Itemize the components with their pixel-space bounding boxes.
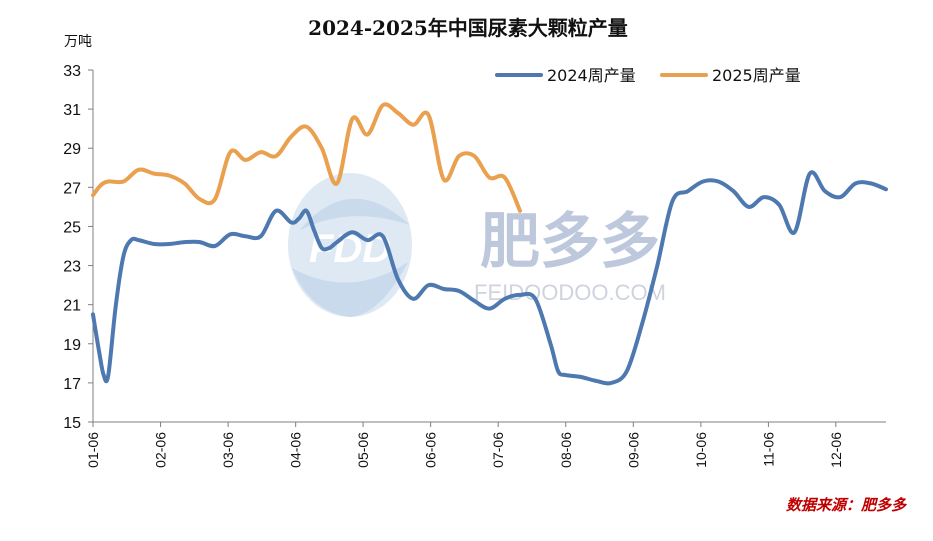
y-tick-label: 31 (63, 102, 81, 119)
y-tick-label: 15 (63, 415, 81, 432)
y-tick-label: 23 (63, 259, 81, 276)
x-tick-label: 03-06 (220, 432, 236, 468)
y-tick-label: 33 (63, 63, 81, 80)
unit-label: 万吨 (64, 34, 92, 50)
data-source: 数据来源：肥多多 (786, 496, 907, 514)
legend: 2024周产量 2025周产量 (495, 66, 801, 85)
y-tick-label: 29 (63, 141, 81, 158)
x-tick-label: 09-06 (625, 432, 641, 468)
x-tick-label: 04-06 (288, 432, 304, 468)
x-tick-label: 10-06 (693, 432, 709, 468)
watermark: FDD 肥多多 FEIDOODOO.COM (288, 173, 666, 317)
x-tick-label: 12-06 (828, 432, 844, 468)
y-tick-label: 25 (63, 219, 81, 236)
y-tick-label: 27 (63, 180, 81, 197)
x-tick-label: 06-06 (423, 432, 439, 468)
legend-label-1: 2024周产量 (547, 66, 636, 85)
x-tick-label: 01-06 (85, 432, 101, 468)
legend-label-2: 2025周产量 (712, 66, 801, 85)
x-tick-label: 05-06 (355, 432, 371, 468)
watermark-brand-url: FEIDOODOO.COM (474, 280, 666, 305)
x-tick-label: 07-06 (490, 432, 506, 468)
x-tick-label: 11-06 (760, 432, 776, 467)
watermark-brand-cn: 肥多多 (480, 207, 660, 277)
watermark-leaf-icon (300, 198, 410, 230)
y-tick-label: 19 (63, 337, 81, 354)
chart-title: 2024-2025年中国尿素大颗粒产量 (308, 16, 628, 40)
series-line-1 (91, 170, 888, 386)
plot-area (91, 102, 888, 386)
watermark-wave-icon (292, 262, 408, 317)
series-line-2 (91, 102, 522, 213)
x-tick-label: 08-06 (558, 432, 574, 468)
axes: 15 17 19 21 23 25 27 29 31 33 01-06 02-06 03-06 04-06… (63, 63, 886, 468)
x-tick-label: 02-06 (153, 432, 169, 468)
y-tick-label: 17 (63, 376, 81, 393)
y-tick-label: 21 (63, 298, 81, 315)
